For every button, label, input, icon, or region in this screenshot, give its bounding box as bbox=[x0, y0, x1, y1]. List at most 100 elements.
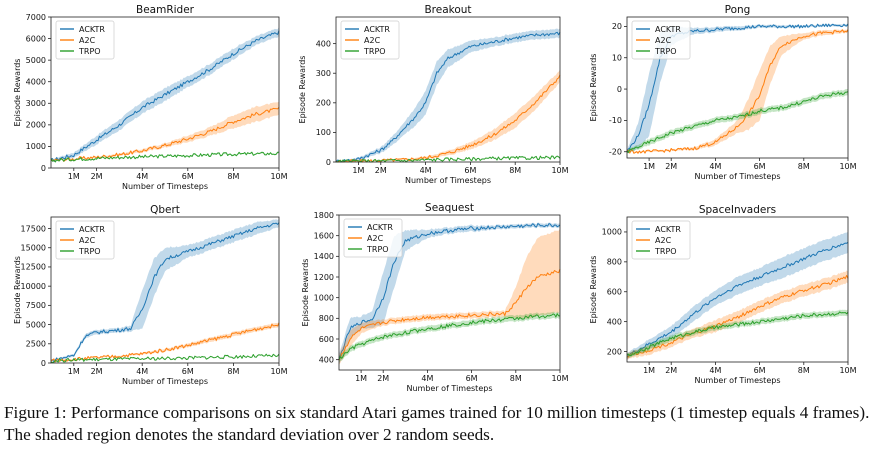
caption-text: Performance comparisons on six standard … bbox=[4, 403, 870, 444]
x-tick-label: 1M bbox=[68, 172, 80, 181]
y-tick-label: 1200 bbox=[314, 273, 334, 282]
legend-box bbox=[343, 218, 403, 258]
x-tick-label: 10M bbox=[551, 166, 568, 175]
plot-frame bbox=[50, 216, 280, 364]
legend-label-trpo: TRPO bbox=[366, 245, 389, 254]
y-tick-label: 7000 bbox=[26, 13, 46, 22]
series-line-acktr bbox=[626, 241, 849, 358]
chart-pong: Pong 1M 2M 4M 6M 8M 10M -20 -10 0 10 20 Number of Ti… bbox=[589, 4, 857, 181]
y-tick-label: -10 bbox=[609, 116, 622, 125]
y-tick-label: 400 bbox=[607, 317, 622, 326]
plot-frame bbox=[626, 216, 849, 363]
series-line-trpo bbox=[50, 353, 280, 363]
y-tick-label: 800 bbox=[319, 314, 334, 323]
y-tick-label: 5000 bbox=[26, 320, 46, 329]
legend-box bbox=[340, 20, 400, 60]
y-tick-label: 600 bbox=[607, 288, 622, 297]
y-tick-label: 10000 bbox=[21, 282, 46, 291]
legend-label-acktr: ACKTR bbox=[655, 225, 681, 234]
series-line-acktr bbox=[50, 30, 280, 162]
y-tick-label: 6000 bbox=[26, 34, 46, 43]
x-tick-label: 8M bbox=[798, 366, 810, 375]
series-band-a2c bbox=[339, 228, 560, 366]
y-axis-label: Episode Rewards bbox=[298, 56, 307, 124]
chart-title: SpaceInvaders bbox=[699, 204, 776, 216]
x-tick-label: 8M bbox=[227, 367, 239, 376]
legend-label-a2c: A2C bbox=[655, 36, 672, 45]
y-tick-label: 2500 bbox=[26, 340, 46, 349]
x-tick-label: 1M bbox=[643, 162, 655, 171]
y-tick-label: 1800 bbox=[314, 211, 334, 220]
legend-label-trpo: TRPO bbox=[654, 247, 677, 256]
x-tick-label: 2M bbox=[91, 172, 103, 181]
legend-label-trpo: TRPO bbox=[78, 47, 101, 56]
x-tick-label: 10M bbox=[551, 374, 568, 383]
y-tick-label: 1000 bbox=[602, 228, 622, 237]
series-band-acktr bbox=[51, 27, 279, 162]
series-band-a2c bbox=[336, 69, 560, 162]
series-line-trpo bbox=[626, 311, 849, 356]
series-line-a2c bbox=[626, 275, 849, 358]
chart-breakout: Breakout 1M 2M 4M 6M 8M 10M 0 100 200 300 400 Number… bbox=[298, 4, 569, 185]
chart-title: Pong bbox=[725, 4, 751, 16]
y-tick-label: 10 bbox=[612, 54, 622, 63]
x-tick-label: 4M bbox=[136, 367, 148, 376]
legend-label-trpo: TRPO bbox=[654, 47, 677, 56]
y-tick-label: 3000 bbox=[26, 99, 46, 108]
series-line-acktr bbox=[338, 223, 561, 359]
series-line-acktr bbox=[50, 222, 280, 363]
chart-title: Breakout bbox=[424, 4, 471, 16]
x-tick-label: 4M bbox=[709, 162, 721, 171]
x-tick-label: 10M bbox=[839, 162, 856, 171]
chart-spaceinvaders: SpaceInvaders 1M 2M 4M 6M 8M 10M 200 400 600 800 10… bbox=[589, 204, 857, 385]
legend-label-a2c: A2C bbox=[364, 36, 381, 45]
series-line-a2c bbox=[50, 107, 280, 162]
x-axis-label: Number of Timesteps bbox=[695, 376, 781, 385]
x-tick-label: 8M bbox=[227, 172, 239, 181]
y-tick-label: 0 bbox=[326, 158, 331, 167]
legend-box bbox=[55, 220, 115, 260]
y-tick-label: 1000 bbox=[26, 142, 46, 151]
series-line-trpo bbox=[50, 151, 280, 163]
y-tick-label: 17500 bbox=[21, 224, 46, 233]
x-tick-label: 2M bbox=[91, 367, 103, 376]
x-tick-label: 6M bbox=[464, 166, 476, 175]
legend-box bbox=[631, 20, 691, 60]
series-band-a2c bbox=[627, 28, 848, 154]
chart-title: Seaquest bbox=[425, 202, 474, 214]
figure-caption: Figure 1: Performance comparisons on six… bbox=[4, 402, 888, 446]
legend-label-trpo: TRPO bbox=[78, 247, 101, 256]
x-tick-label: 2M bbox=[665, 162, 677, 171]
x-tick-label: 2M bbox=[377, 374, 389, 383]
series-band-a2c bbox=[51, 101, 279, 162]
y-tick-label: 2000 bbox=[26, 121, 46, 130]
x-tick-label: 8M bbox=[509, 166, 521, 175]
x-tick-label: 6M bbox=[182, 172, 194, 181]
series-line-a2c bbox=[50, 322, 280, 363]
x-tick-label: 10M bbox=[270, 172, 287, 181]
legend-label-trpo: TRPO bbox=[363, 47, 386, 56]
legend-label-a2c: A2C bbox=[367, 234, 384, 243]
plot-frame bbox=[626, 16, 849, 159]
legend-box bbox=[55, 20, 115, 60]
series-line-trpo bbox=[626, 91, 849, 153]
chart-title: BeamRider bbox=[136, 4, 195, 16]
x-tick-label: 1M bbox=[352, 166, 364, 175]
x-tick-label: 6M bbox=[466, 374, 478, 383]
y-tick-label: 200 bbox=[316, 99, 331, 108]
y-tick-label: 7500 bbox=[26, 301, 46, 310]
x-axis-label: Number of Timesteps bbox=[407, 384, 493, 393]
caption-label: Figure 1: bbox=[4, 403, 67, 422]
legend-box bbox=[631, 220, 691, 260]
series-band-trpo bbox=[627, 309, 848, 358]
x-axis-label: Number of Timesteps bbox=[122, 377, 208, 386]
charts-grid: BeamRider 1M 2M 4M 6M 8M 10M 0 1000 2000 3000 4000 5… bbox=[13, 4, 857, 393]
y-axis-label: Episode Rewards bbox=[589, 256, 598, 324]
series-line-acktr bbox=[335, 31, 561, 163]
chart-qbert: Qbert 1M 2M 4M 6M 8M 10M 0 2500 5000 7500 10000 1250… bbox=[13, 204, 288, 386]
x-tick-label: 6M bbox=[754, 366, 766, 375]
y-axis-label: Episode Rewards bbox=[589, 54, 598, 122]
y-axis-label: Episode Rewards bbox=[301, 259, 310, 327]
y-tick-label: 4000 bbox=[26, 78, 46, 87]
legend-label-acktr: ACKTR bbox=[364, 25, 390, 34]
